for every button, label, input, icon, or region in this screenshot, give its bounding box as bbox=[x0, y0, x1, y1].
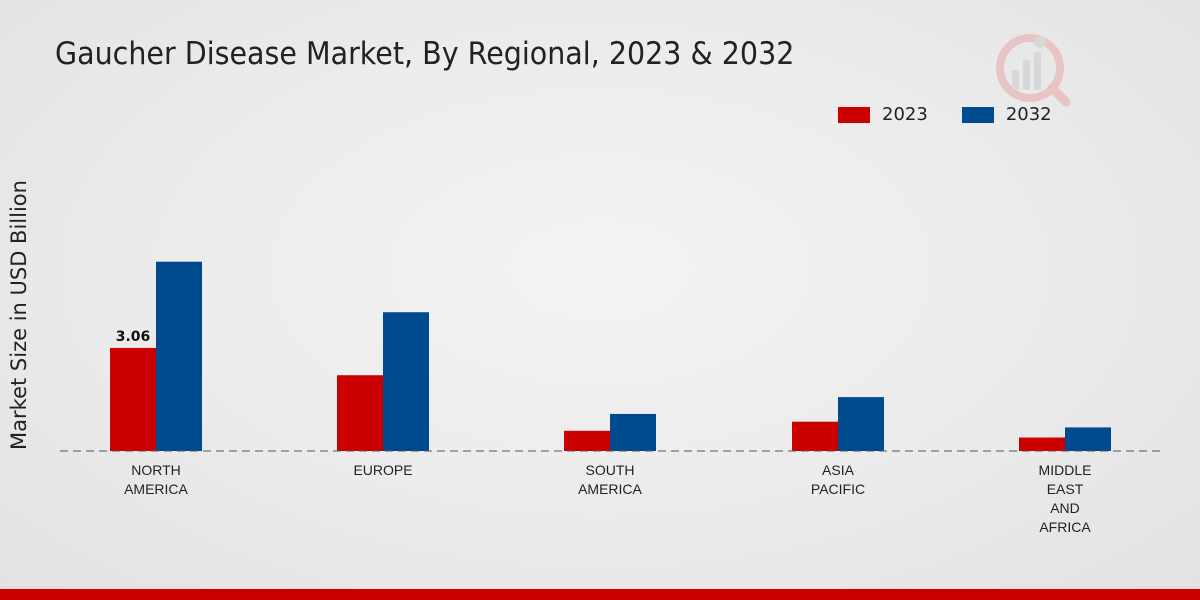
bar-2032-4 bbox=[1065, 427, 1111, 451]
bar-2032-3 bbox=[838, 397, 884, 451]
bar-2023-2 bbox=[564, 430, 610, 451]
legend: 2023 2032 bbox=[838, 104, 1052, 125]
x-tick-label-1: EUROPE bbox=[353, 462, 412, 478]
x-tick-label-2: SOUTH AMERICA bbox=[578, 462, 642, 497]
y-axis-label: Market Size in USD Billion bbox=[7, 180, 31, 450]
bar-2032-1 bbox=[383, 312, 429, 451]
bar-2023-0 bbox=[110, 347, 156, 451]
bar-2023-1 bbox=[337, 375, 383, 451]
bottom-accent-bar bbox=[0, 589, 1200, 600]
bar-2023-4 bbox=[1019, 437, 1065, 451]
legend-item-2032[interactable]: 2032 bbox=[961, 104, 1052, 125]
brand-logo-icon bbox=[996, 34, 1071, 107]
bar-2023-3 bbox=[792, 421, 838, 451]
legend-item-2023[interactable]: 2023 bbox=[838, 104, 928, 125]
x-tick-label-0: NORTH AMERICA bbox=[124, 462, 188, 497]
bar-2032-2 bbox=[610, 413, 656, 451]
x-tick-label-3: ASIA PACIFIC bbox=[811, 462, 865, 497]
legend-swatch-2023 bbox=[838, 106, 870, 123]
x-tick-label-4: MIDDLE EAST AND AFRICA bbox=[1039, 462, 1092, 535]
legend-label-2023: 2023 bbox=[882, 104, 928, 125]
legend-label-2032: 2032 bbox=[1005, 104, 1052, 125]
chart-title: Gaucher Disease Market, By Regional, 202… bbox=[55, 36, 795, 72]
legend-swatch-2032 bbox=[961, 106, 994, 123]
data-label-0: 3.06 bbox=[116, 329, 151, 345]
bar-2032-0 bbox=[156, 261, 202, 451]
